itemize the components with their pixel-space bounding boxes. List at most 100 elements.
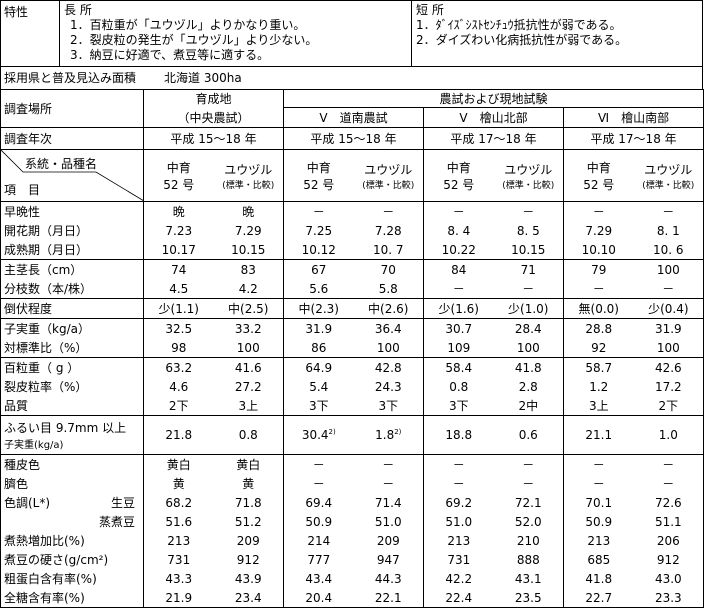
value-cell: 43.1	[493, 569, 565, 588]
demerits-block: 短 所 1．ﾀﾞｲｽﾞｼｽﾄｾﾝﾁｭｳ抵抗性が弱である。 2．ダイズわい化病抵抗…	[412, 1, 702, 66]
row-sublabel: 生豆	[110, 496, 135, 510]
value-cell: 92	[563, 338, 634, 358]
item-header-cell: 系統・品種名 項 目	[0, 149, 144, 202]
value-cell: 4.2	[213, 279, 285, 299]
table-row: 臍色黄黄－－－－－－	[0, 474, 705, 493]
value-cell: －	[423, 474, 494, 493]
site-name: Ⅵ 檜山南部	[563, 107, 705, 128]
value-cell: 50.9	[283, 512, 354, 531]
value-cell: 64.9	[283, 357, 354, 377]
value-cell: －	[353, 201, 425, 221]
table-row: 百粒重（ g ） 63.2 41.6 64.9 42.8 58.4 41.8 58.7 42.6	[0, 357, 705, 377]
value-cell: 黄	[143, 474, 214, 493]
value-cell: 10.12	[283, 240, 354, 260]
value-cell: 50.9	[563, 512, 634, 531]
value-cell: 43.0	[633, 569, 705, 588]
value-cell: 83	[213, 259, 285, 279]
value-cell: 69.2	[423, 493, 494, 512]
value-cell: 44.3	[353, 569, 425, 588]
value-cell: 少(0.4)	[633, 298, 705, 319]
value-cell: 1.0	[633, 415, 705, 455]
value-cell: 2下	[143, 396, 214, 416]
year: 平成 15～18 年	[283, 127, 425, 150]
value-cell: 210	[493, 531, 565, 550]
year: 平成 15～18 年	[142, 127, 285, 150]
value-cell: 100	[213, 338, 285, 358]
table-row: 子実重（kg/a） 32.5 33.2 31.9 36.4 30.7 28.4 28.8 31.…	[0, 318, 705, 338]
value-cell: 31.9	[283, 318, 354, 338]
value-cell: 100	[633, 338, 705, 358]
results-table: 調査場所 育成地 農試および現地試験 （中央農試） Ⅴ 道南農試 Ⅴ 檜山北部 …	[0, 89, 705, 608]
variety-check: ユウヅル (標準・比較)	[213, 149, 285, 202]
value-cell: 4.5	[143, 279, 214, 299]
value-cell: 27.2	[213, 377, 285, 396]
value-cell: 24.3	[353, 377, 425, 396]
row-label: 成熟期（月日）	[0, 240, 144, 260]
table-row: 煮豆の硬さ(g/cm²) 731 912 777 947 731 888 685 912	[0, 550, 705, 569]
table-row: 煮熱増加比(%) 213 209 214 209 213 210 213 206	[0, 531, 705, 550]
value-cell: 67	[283, 259, 354, 279]
row-label: 種皮色	[0, 454, 144, 474]
value: 30.4	[301, 428, 329, 442]
table-row: 裂皮粒率（%） 4.6 27.2 5.4 24.3 0.8 2.8 1.2 17.2	[0, 377, 705, 396]
value-cell: 少(1.6)	[423, 298, 494, 319]
value-cell: 777	[283, 550, 354, 569]
variety-line: 中育 52 号	[283, 149, 354, 202]
value-cell: －	[423, 201, 494, 221]
row-label-text: 色調(L*)	[4, 496, 51, 510]
value-cell: 70	[353, 259, 425, 279]
value-cell: 4.6	[143, 377, 214, 396]
table-row: 粗蛋白含有率(%) 43.3 43.9 43.4 44.3 42.2 43.1 41.8 43.…	[0, 569, 705, 588]
table-row: 蒸煮豆 51.6 51.2 50.9 51.0 51.0 52.0 50.9 51.1	[0, 512, 705, 531]
value-cell: 10. 6	[633, 240, 705, 260]
value-cell: 2中	[493, 396, 565, 416]
value-cell: 888	[493, 550, 565, 569]
value-cell: 79	[563, 259, 634, 279]
value-cell: 912	[633, 550, 705, 569]
value-cell: －	[563, 474, 634, 493]
value-cell: 10.10	[563, 240, 634, 260]
table-row: 成熟期（月日） 10.17 10.15 10.12 10. 7 10.22 10.15 10.…	[0, 240, 705, 260]
row-label: 煮豆の硬さ(g/cm²)	[0, 550, 144, 569]
value-cell: 214	[283, 531, 354, 550]
merits-title: 長 所	[64, 3, 92, 17]
value-cell: 中(2.5)	[213, 298, 285, 319]
value-cell: 731	[143, 550, 214, 569]
value-cell: 7.28	[353, 221, 425, 240]
value-cell: 41.8	[493, 357, 565, 377]
line-name: 中育	[586, 160, 611, 175]
value-cell: 71.8	[213, 493, 285, 512]
value-cell: 20.4	[283, 588, 354, 608]
value-cell: －	[633, 474, 705, 493]
value-cell: 109	[423, 338, 494, 358]
row-label-line: ふるい目 9.7mm 以上	[4, 421, 127, 435]
value-cell: －	[353, 454, 425, 474]
variety-line: 中育 52 号	[423, 149, 494, 202]
table-row: 全糖含有率(%) 21.9 23.4 20.4 22.1 22.4 23.5 22.7 23.3	[0, 588, 705, 608]
row-label: 百粒重（ g ）	[0, 357, 144, 377]
value-cell: 晩	[143, 201, 214, 221]
value-cell: 21.9	[143, 588, 214, 608]
value-cell: 中(2.3)	[283, 298, 354, 319]
value-cell: 63.2	[143, 357, 214, 377]
value-cell: 731	[423, 550, 494, 569]
row-label: 開花期（月日）	[0, 221, 144, 240]
check-name: ユウヅル	[224, 162, 273, 177]
table-row: 対標準比（%） 98 100 86 100 109 100 92 100	[0, 338, 705, 358]
value-cell: 100	[633, 259, 705, 279]
value-cell: 7.23	[143, 221, 214, 240]
line-name: 中育	[446, 160, 471, 175]
merit-item: 1．百粒重が「ユウヅル」よりかなり重い。	[70, 18, 306, 32]
value-cell: 30.7	[423, 318, 494, 338]
value-cell: 43.4	[283, 569, 354, 588]
line-number: 52 号	[303, 177, 335, 192]
value-cell: 8. 5	[493, 221, 565, 240]
check-sub: (標準・比較)	[362, 180, 415, 191]
value-cell: 213	[143, 531, 214, 550]
variety-label: 系統・品種名	[25, 157, 98, 171]
value-cell: 21.1	[563, 415, 634, 455]
value-cell: 8. 1	[633, 221, 705, 240]
value-cell: 0.6	[493, 415, 565, 455]
site-label: 調査場所	[0, 89, 144, 128]
row-label: 色調(L*) 生豆	[0, 493, 144, 512]
